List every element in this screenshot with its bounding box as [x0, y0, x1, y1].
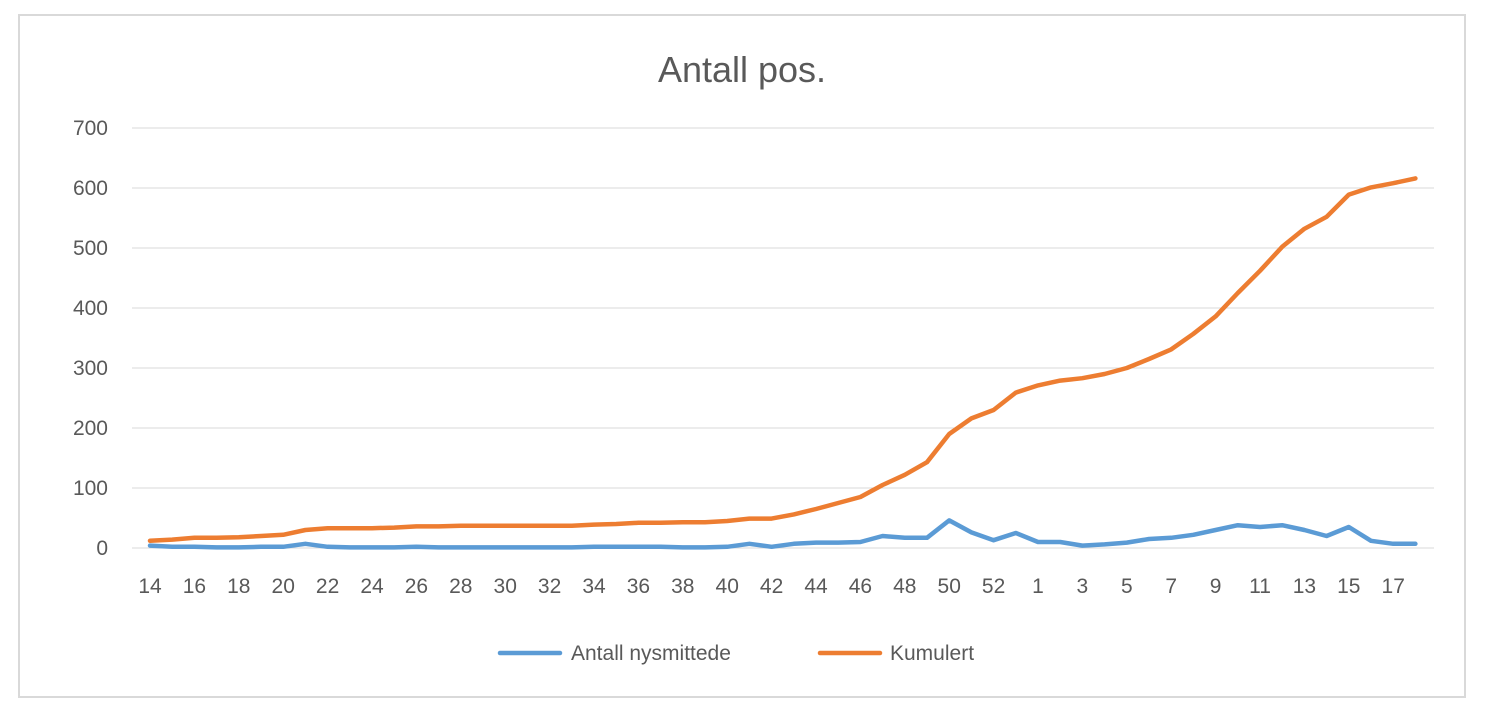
- x-tick-label: 14: [138, 575, 162, 598]
- x-tick-label: 11: [1249, 575, 1271, 598]
- y-tick-label: 400: [73, 297, 108, 320]
- x-tick-label: 5: [1121, 575, 1133, 598]
- legend-label: Antall nysmittede: [571, 642, 731, 665]
- y-tick-label: 300: [73, 357, 108, 380]
- y-tick-label: 700: [73, 117, 108, 140]
- x-tick-label: 52: [982, 575, 1005, 598]
- x-tick-label: 30: [494, 575, 517, 598]
- x-tick-label: 46: [849, 575, 872, 598]
- x-tick-label: 18: [227, 575, 250, 598]
- x-tick-label: 42: [760, 575, 783, 598]
- legend-label: Kumulert: [890, 642, 974, 665]
- gridlines: [132, 127, 1434, 549]
- y-tick-label: 100: [73, 477, 108, 500]
- chart-title: Antall pos.: [658, 49, 826, 90]
- y-axis: 0 100 200 300 400 500 600 700: [73, 117, 108, 560]
- x-tick-label: 3: [1077, 575, 1089, 598]
- series-lines: [147, 176, 1418, 550]
- series-line-kumulert: [147, 176, 1418, 544]
- x-tick-label: 44: [804, 575, 828, 598]
- x-tick-label: 15: [1337, 575, 1360, 598]
- chart-frame: Antall pos. 0 100 200 300 400 500 600 700 14 16 1…: [18, 14, 1466, 698]
- x-tick-label: 26: [405, 575, 428, 598]
- x-tick-label: 48: [893, 575, 916, 598]
- x-tick-label: 13: [1293, 575, 1316, 598]
- x-tick-label: 1: [1032, 575, 1044, 598]
- x-tick-label: 34: [582, 575, 606, 598]
- x-tick-label: 16: [183, 575, 206, 598]
- x-axis: 14 16 18 20 22 24 26 28 30 32 34 36 38 40 42 44 46 48 50 52…: [138, 575, 1405, 598]
- x-tick-label: 32: [538, 575, 561, 598]
- x-tick-label: 17: [1382, 575, 1405, 598]
- x-tick-label: 24: [360, 575, 384, 598]
- x-tick-label: 9: [1210, 575, 1222, 598]
- x-tick-label: 7: [1165, 575, 1177, 598]
- series-line-antall-nysmittede: [147, 518, 1418, 550]
- x-tick-label: 40: [716, 575, 739, 598]
- x-tick-label: 36: [627, 575, 650, 598]
- y-tick-label: 0: [96, 537, 108, 560]
- x-tick-label: 22: [316, 575, 339, 598]
- x-tick-label: 28: [449, 575, 472, 598]
- y-tick-label: 600: [73, 177, 108, 200]
- y-tick-label: 200: [73, 417, 108, 440]
- y-tick-label: 500: [73, 237, 108, 260]
- x-tick-label: 20: [272, 575, 295, 598]
- x-tick-label: 38: [671, 575, 694, 598]
- x-tick-label: 50: [938, 575, 961, 598]
- legend: Antall nysmittede Kumulert: [497, 642, 974, 665]
